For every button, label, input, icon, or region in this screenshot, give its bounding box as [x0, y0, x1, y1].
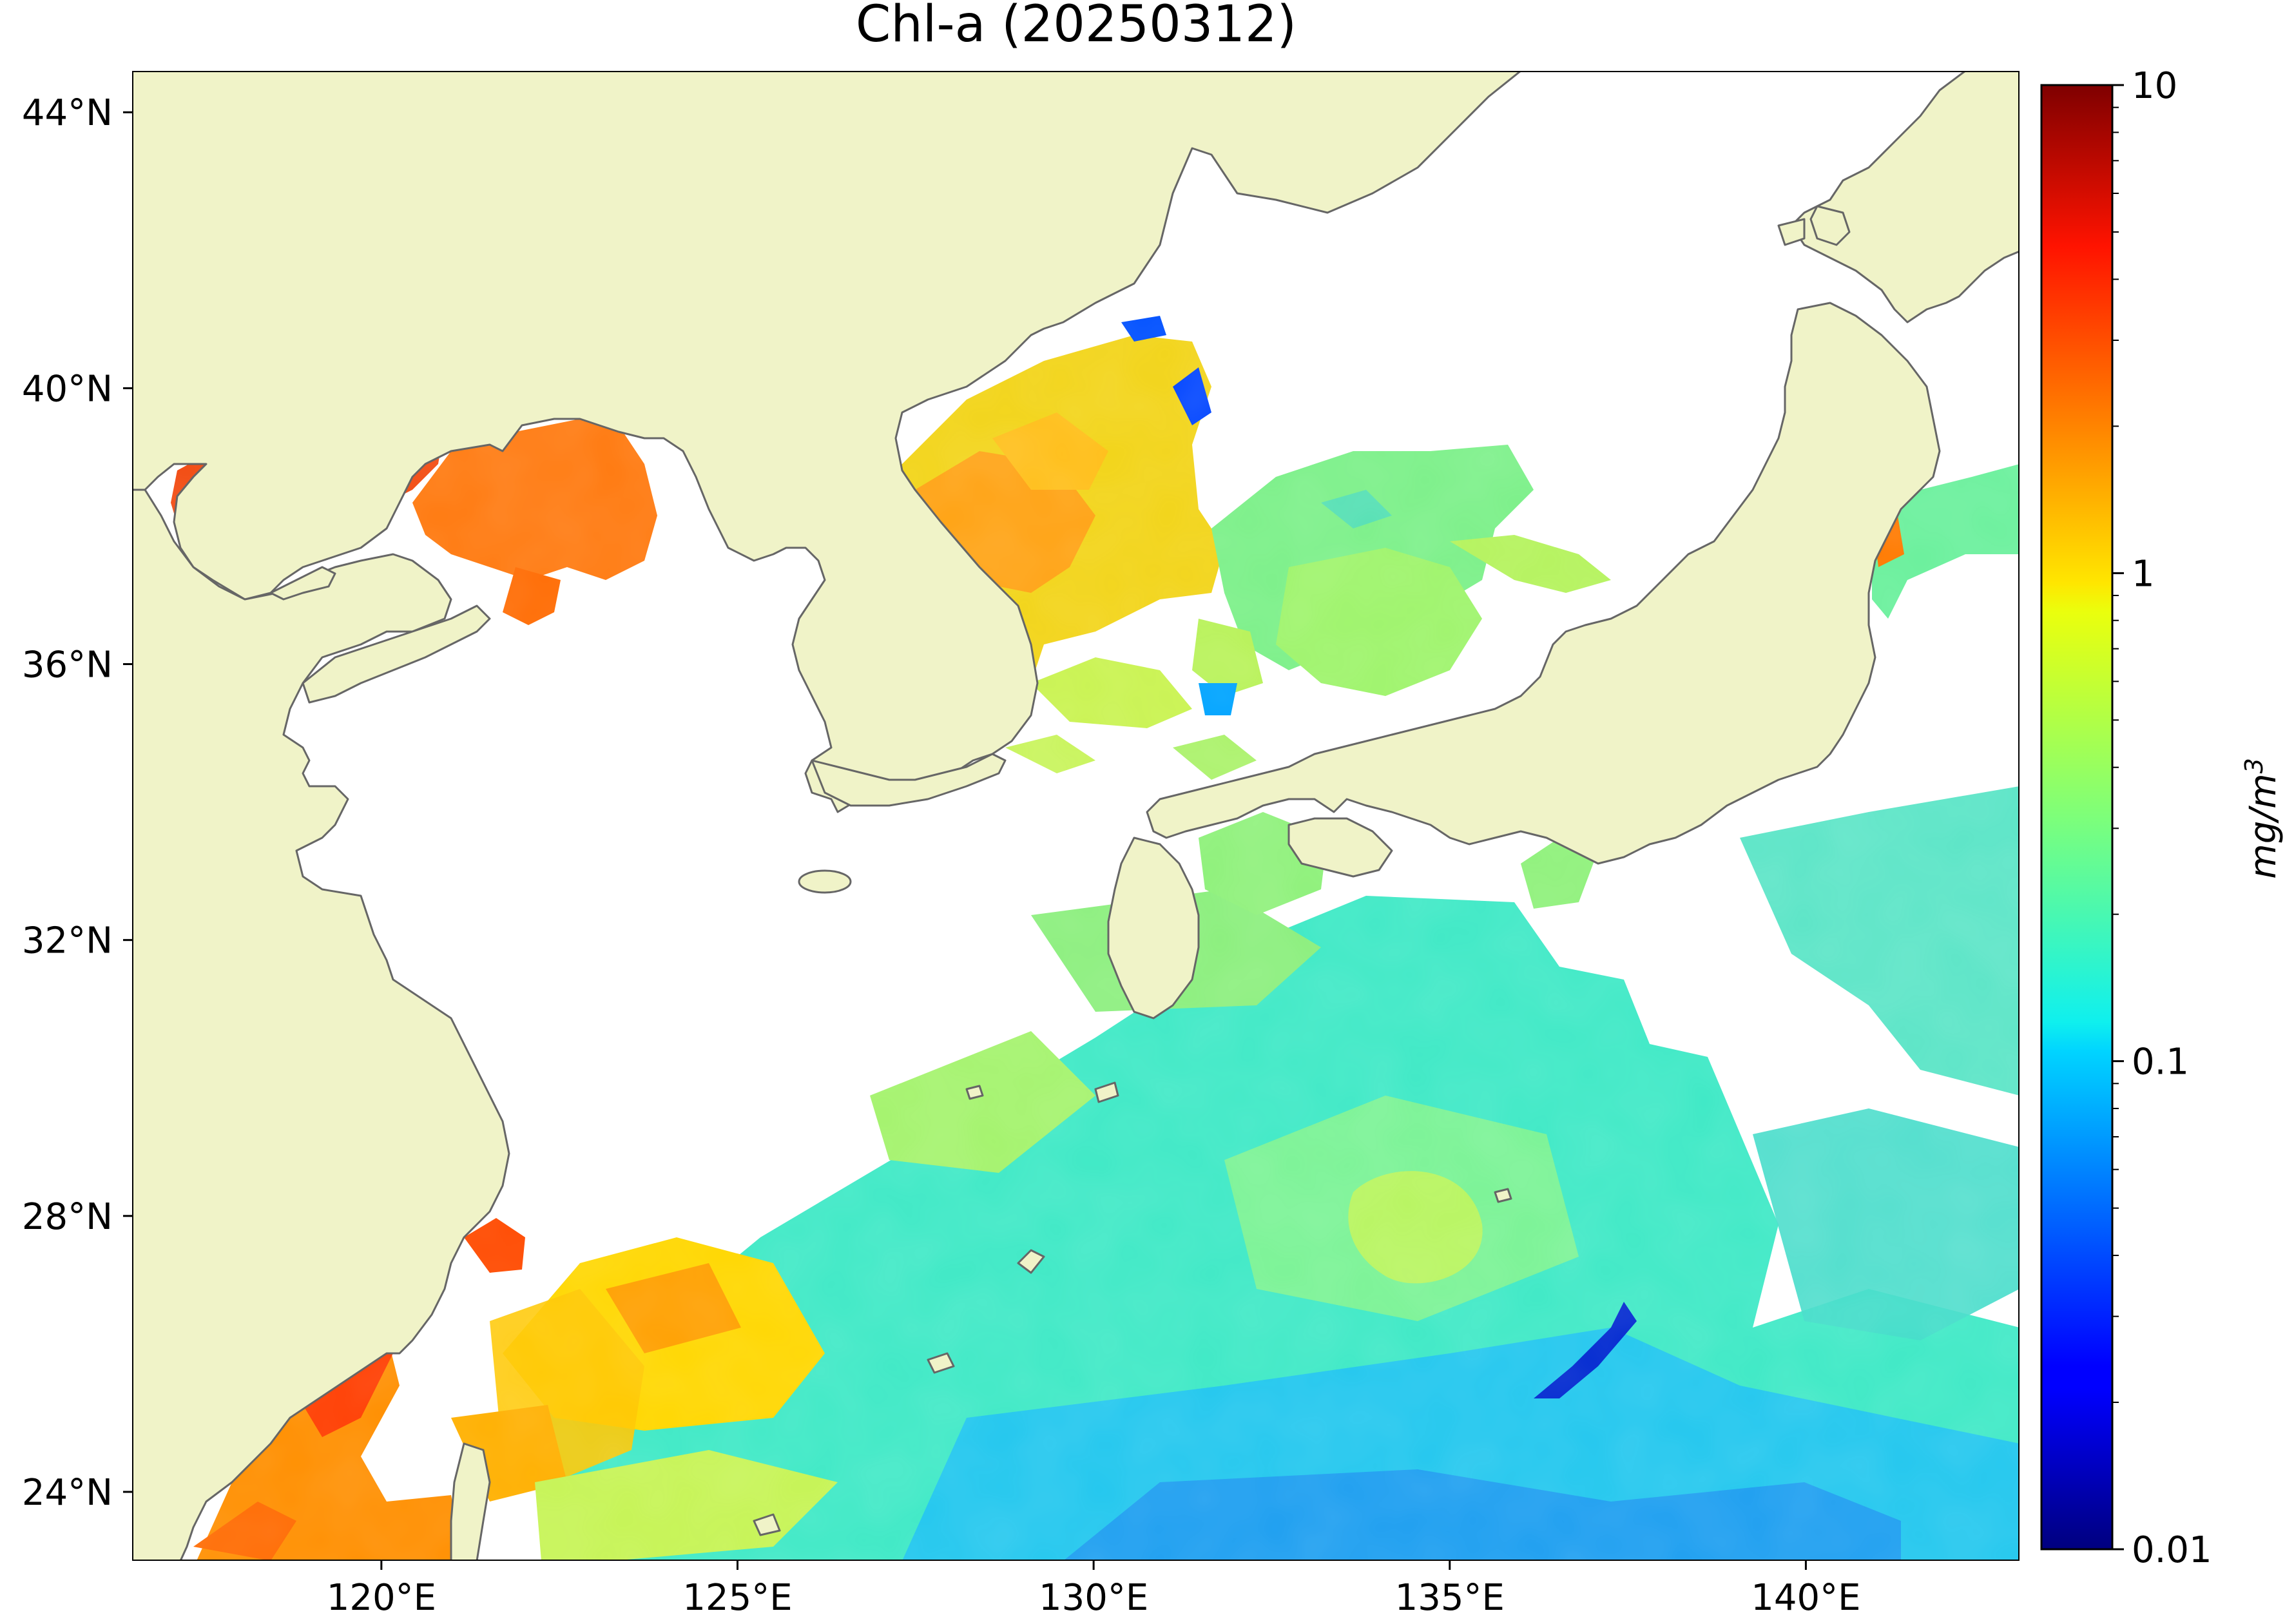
colorbar-tick-label: 0.1 [2132, 1041, 2189, 1083]
lat-tick-label: 44°N [22, 92, 113, 134]
lat-tick-label: 28°N [22, 1196, 113, 1238]
lon-tick-label: 140°E [1751, 1577, 1860, 1619]
land [132, 71, 2020, 1561]
colorbar-frame [2040, 84, 2114, 1551]
colorbar-tick-label: 0.01 [2132, 1529, 2212, 1571]
lat-tick-label: 24°N [22, 1472, 113, 1514]
lat-tick-label: 36°N [22, 644, 113, 686]
lon-tick-label: 125°E [682, 1577, 792, 1619]
longitude-axis: 120°E 125°E 130°E 135°E 140°E [327, 1561, 1861, 1619]
lon-tick-label: 135°E [1395, 1577, 1505, 1619]
lon-tick-label: 130°E [1039, 1577, 1148, 1619]
colorbar: 10 1 0.1 0.01 mg/m3 [2040, 65, 2284, 1571]
colorbar-tick-label: 1 [2132, 553, 2155, 595]
lon-tick-label: 120°E [327, 1577, 436, 1619]
colorbar-tick-label: 10 [2132, 65, 2177, 107]
map-title: Chl-a (20250312) [856, 0, 1297, 53]
colorbar-ticks: 10 1 0.1 0.01 [2112, 65, 2212, 1571]
lat-tick-label: 40°N [22, 368, 113, 410]
colorbar-unit-label: mg/m3 [2240, 758, 2284, 879]
latitude-axis: 24°N 28°N 32°N 36°N 40°N 44°N [22, 92, 132, 1514]
colorbar-gradient [2041, 85, 2112, 1549]
lat-tick-label: 32°N [22, 920, 113, 962]
map-area [132, 71, 2020, 1561]
